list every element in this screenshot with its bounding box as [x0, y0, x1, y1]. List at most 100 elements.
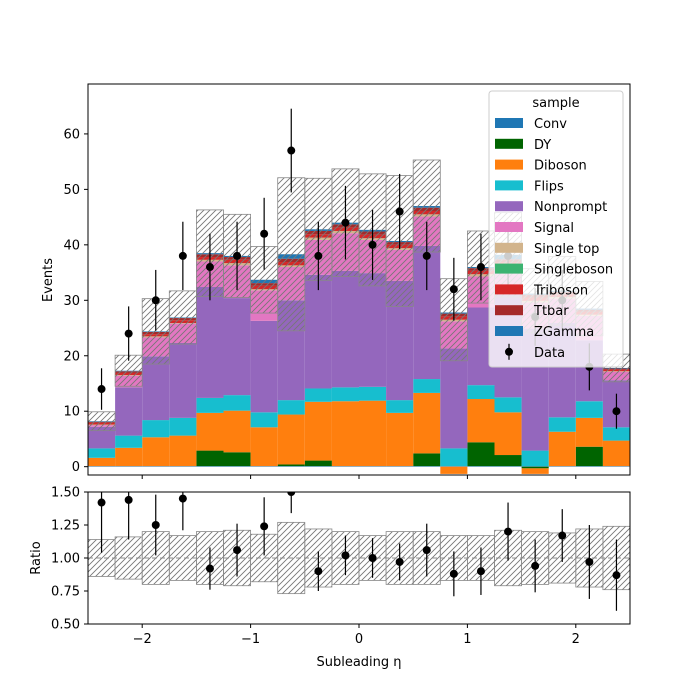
data-point-8 — [314, 251, 323, 260]
bar-diboson-bin-16 — [521, 468, 549, 474]
mc-uncertainty-bin-12 — [412, 159, 441, 253]
legend-label-diboson: Diboson — [534, 159, 587, 174]
bar-flips-bin-2 — [142, 420, 170, 438]
bar-diboson-bin-11 — [386, 412, 414, 467]
bar-conv-bin-1 — [115, 466, 143, 467]
ratio-y-tick-label-1.50: 1.50 — [51, 486, 80, 501]
data-point-7 — [287, 146, 296, 155]
y-tick-label-50: 50 — [63, 183, 80, 198]
legend-swatch-conv — [495, 118, 523, 128]
legend-swatch-singleboson — [495, 263, 523, 274]
legend-swatch-nonprompt — [495, 201, 523, 212]
ratio-x-axis: −2 −1 0 1 2 — [133, 624, 580, 647]
bar-dy-bin-14 — [467, 442, 495, 467]
bar-diboson-bin-13 — [440, 466, 468, 474]
bar-diboson-bin-6 — [250, 427, 278, 467]
bar-dy-bin-15 — [494, 455, 522, 467]
bar-flips-bin-9 — [331, 387, 359, 402]
bar-conv-bin-4 — [196, 466, 224, 467]
bar-diboson-bin-0 — [88, 457, 116, 467]
data-point-11 — [395, 207, 404, 216]
bar-conv-bin-6 — [250, 466, 278, 467]
ratio-panel: 0.50 0.75 1.00 1.25 1.50 −2 −1 0 1 2 Ratio Suble… — [29, 486, 631, 670]
bar-conv-bin-18 — [575, 466, 603, 467]
data-point-9 — [341, 218, 350, 227]
legend-label-singleboson: Singleboson — [534, 263, 613, 278]
legend-label-zgamma: ZGamma — [534, 325, 594, 340]
bar-conv-bin-17 — [548, 466, 576, 467]
ratio-point-19 — [612, 571, 621, 580]
main-y-axis: 0 10 20 30 40 50 60 — [63, 127, 88, 475]
ratio-y-tick-label-1.25: 1.25 — [51, 519, 80, 534]
ratio-y-tick-label-0.50: 0.50 — [51, 618, 80, 633]
bar-nonprompt-bin-10 — [359, 273, 387, 387]
bar-diboson-bin-4 — [196, 412, 224, 451]
bar-flips-bin-11 — [386, 400, 414, 413]
bar-nonprompt-bin-8 — [304, 274, 332, 389]
bar-flips-bin-1 — [115, 435, 143, 448]
ratio-point-12 — [422, 546, 431, 555]
ratio-point-0 — [97, 498, 106, 507]
ratio-point-17 — [558, 531, 567, 540]
bar-dy-bin-7 — [277, 464, 305, 467]
ratio-point-3 — [178, 494, 187, 503]
bar-flips-bin-14 — [467, 385, 495, 400]
bar-diboson-bin-12 — [413, 392, 441, 454]
bar-dy-bin-12 — [413, 453, 441, 467]
ratio-y-tick-label-1.00: 1.00 — [51, 552, 80, 567]
legend-label-ttbar: Ttbar — [533, 304, 569, 319]
bar-flips-bin-12 — [413, 379, 441, 393]
legend-swatch-flips — [495, 180, 523, 191]
bar-flips-bin-5 — [223, 395, 251, 411]
x-tick-label--2: −2 — [133, 632, 152, 647]
bar-conv-bin-8 — [304, 466, 332, 467]
bar-flips-bin-18 — [575, 401, 603, 418]
data-point-5 — [233, 251, 242, 260]
mc-uncertainty-bin-3 — [168, 290, 197, 345]
legend-swatch-single-top — [495, 242, 523, 253]
y-tick-label-60: 60 — [63, 127, 80, 142]
bar-conv-bin-2 — [142, 466, 170, 467]
bar-dy-bin-16 — [521, 466, 549, 469]
bar-flips-bin-0 — [88, 448, 116, 458]
bar-diboson-bin-1 — [115, 447, 143, 467]
bar-conv-bin-10 — [359, 466, 387, 467]
bar-nonprompt-bin-0 — [88, 426, 116, 449]
main-panel: 0 10 20 30 40 50 60 Events — [41, 83, 631, 479]
legend-label-data: Data — [534, 346, 565, 361]
bar-diboson-bin-19 — [602, 440, 630, 467]
bar-nonprompt-bin-4 — [196, 286, 224, 398]
bar-flips-bin-10 — [359, 386, 387, 401]
ratio-point-7 — [287, 492, 296, 496]
bar-flips-bin-4 — [196, 397, 224, 413]
bar-diboson-bin-10 — [359, 400, 387, 467]
ratio-y-axis: 0.50 0.75 1.00 1.25 1.50 — [51, 486, 88, 633]
ratio-point-15 — [504, 527, 513, 536]
bar-nonprompt-bin-3 — [169, 343, 197, 418]
data-point-6 — [260, 229, 269, 238]
bar-conv-bin-15 — [494, 466, 522, 467]
bar-flips-bin-3 — [169, 417, 197, 436]
ratio-point-13 — [449, 569, 458, 578]
bar-flips-bin-13 — [440, 448, 468, 467]
x-tick-label-0: 0 — [355, 632, 363, 647]
ratio-point-4 — [205, 564, 214, 573]
legend-label-signal: Signal — [534, 221, 574, 236]
data-point-4 — [205, 263, 214, 272]
legend-label-flips: Flips — [534, 179, 564, 194]
bar-diboson-bin-18 — [575, 417, 603, 447]
bar-conv-bin-12 — [413, 466, 441, 467]
bar-conv-bin-3 — [169, 466, 197, 467]
bar-conv-bin-13 — [440, 466, 468, 467]
bar-conv-bin-7 — [277, 466, 305, 467]
bar-flips-bin-19 — [602, 427, 630, 441]
y-tick-label-10: 10 — [63, 405, 80, 420]
bar-diboson-bin-17 — [548, 431, 576, 467]
bar-conv-bin-19 — [602, 466, 630, 467]
ratio-y-axis-label: Ratio — [29, 541, 44, 574]
bar-flips-bin-6 — [250, 412, 278, 428]
bar-diboson-bin-15 — [494, 412, 522, 456]
ratio-point-6 — [260, 522, 269, 531]
x-tick-label--1: −1 — [241, 632, 260, 647]
legend-label-dy: DY — [534, 138, 551, 153]
